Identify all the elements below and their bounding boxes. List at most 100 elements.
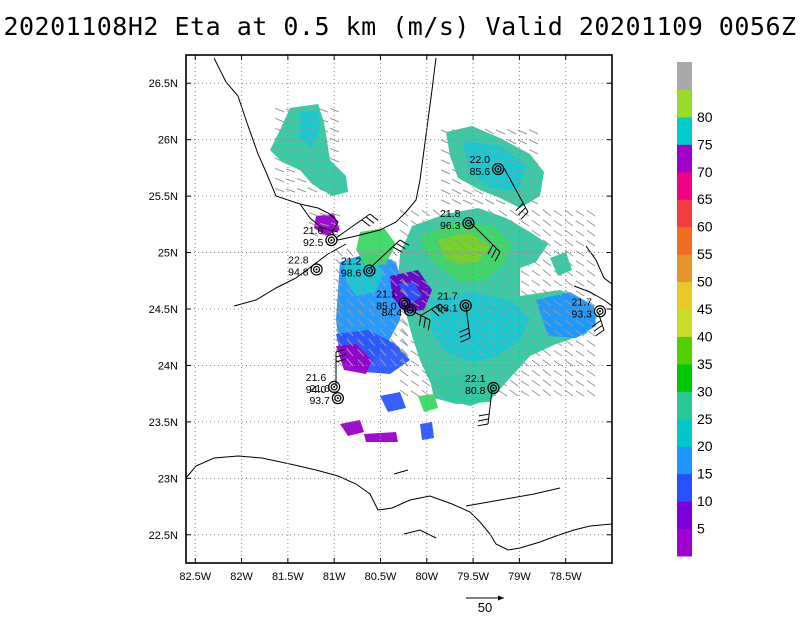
wind-arrow-370 — [509, 339, 519, 347]
wind-arrow-191 — [520, 240, 530, 247]
wind-arrow-226 — [509, 259, 519, 267]
wind-arrow-451 — [410, 390, 420, 397]
wind-arrow-271 — [410, 290, 420, 297]
wind-arrow-196 — [575, 240, 585, 247]
wind-arrow-289 — [410, 300, 420, 307]
wind-arrow-225 — [498, 260, 508, 267]
wind-arrow-40 — [318, 168, 329, 173]
colorbar-label-8: 45 — [697, 301, 713, 317]
wind-arrow-505 — [357, 299, 365, 307]
station-4: 21.298.6 — [341, 256, 376, 280]
wind-arrow-83 — [462, 159, 473, 165]
station-bottom-value: 85.0 — [376, 300, 397, 312]
wind-arrow-176 — [553, 230, 563, 237]
wind-arrow-231 — [564, 259, 574, 267]
station-ring-outer — [325, 234, 338, 247]
wind-arrow-82 — [451, 158, 462, 165]
station-11: 22.180.8 — [465, 373, 500, 397]
wind-barb-flag-7-1 — [335, 353, 347, 358]
wind-arrow-201 — [432, 249, 442, 257]
wind-arrow-431 — [586, 369, 596, 377]
wind-arrow-174 — [531, 229, 541, 237]
wind-arrow-517 — [335, 318, 343, 327]
wind-arrow-111 — [473, 189, 484, 195]
colorbar-swatch-1 — [677, 501, 692, 530]
wind-arrow-41 — [329, 167, 340, 173]
wind-barb-flag-4-0 — [427, 319, 431, 331]
wind-arrow-238 — [443, 270, 453, 277]
wind-arrow-246 — [531, 269, 541, 277]
wind-arrow-415 — [410, 370, 420, 377]
colorbar-label-7: 40 — [697, 328, 713, 344]
station-ring-inner — [334, 394, 342, 402]
wind-arrow-5 — [329, 107, 340, 113]
wind-arrow-522 — [390, 318, 398, 327]
wind-arrow-459 — [498, 390, 508, 397]
wind-arrow-235 — [410, 270, 420, 277]
wind-arrow-557 — [330, 222, 341, 227]
wind-arrow-39 — [307, 167, 318, 173]
colorbar-label-4: 25 — [697, 411, 713, 427]
station-1: 21.896.3 — [440, 208, 475, 232]
lon-label-2: 81.5W — [272, 571, 304, 583]
station-ring-inner — [365, 267, 373, 275]
wind-barb-flag-1-2 — [487, 244, 494, 255]
wind-arrow-394 — [575, 350, 585, 357]
station-dot — [598, 310, 601, 313]
wind-arrow-212 — [553, 250, 563, 257]
station-top-value: 21.7 — [437, 291, 458, 303]
wind-arrow-264 — [531, 279, 541, 287]
wind-arrow-261 — [498, 280, 508, 287]
wind-arrow-335 — [520, 320, 530, 327]
wind-arrow-195 — [564, 239, 574, 247]
wind-arrow-71 — [528, 139, 539, 145]
wind-arrow-145 — [410, 220, 420, 227]
wind-arrow-500 — [379, 288, 387, 297]
wind-arrow-296 — [487, 299, 497, 307]
wind-arrow-422 — [487, 369, 497, 377]
wind-barb-flag-0-2 — [515, 202, 524, 211]
wind-arrow-25 — [285, 148, 296, 153]
wind-arrow-0 — [274, 107, 285, 113]
wind-arrow-321 — [564, 309, 574, 317]
station-10: 21.693.7 — [309, 383, 344, 407]
colorbar-swatch-10 — [677, 254, 692, 283]
wind-arrow-69 — [506, 138, 517, 145]
wind-arrow-219 — [432, 259, 442, 267]
wind-arrow-269 — [586, 279, 596, 287]
wind-arrow-487 — [390, 268, 398, 277]
colorbar-swatch-7 — [677, 336, 692, 365]
wind-barb-flag-5-0 — [460, 337, 471, 343]
wind-arrow-200 — [421, 249, 431, 257]
station-ring-inner — [312, 265, 321, 274]
wind-barb-flag-3-0 — [399, 239, 410, 246]
station-bottom-value: 93.1 — [437, 303, 458, 315]
wind-patch-18 — [418, 394, 438, 412]
wind-arrow-130 — [443, 210, 453, 217]
wind-arrow-90 — [440, 169, 451, 175]
wind-arrow-395 — [586, 349, 596, 357]
wind-arrow-136 — [509, 209, 519, 217]
wind-arrow-170 — [487, 229, 497, 237]
station-ring-inner — [464, 219, 473, 227]
wind-arrow-389 — [520, 350, 530, 357]
wind-arrow-433 — [410, 380, 420, 387]
wind-arrow-555 — [308, 222, 319, 227]
wind-arrow-255 — [432, 279, 442, 287]
wind-arrow-281 — [520, 290, 530, 297]
station-top-value: 21.2 — [341, 256, 362, 268]
wind-arrow-21 — [307, 137, 318, 143]
wind-arrow-267 — [564, 279, 574, 287]
wind-arrow-452 — [421, 389, 431, 397]
wind-arrow-278 — [487, 289, 497, 297]
wind-arrow-257 — [454, 279, 464, 287]
coastline-segment-4 — [393, 469, 409, 475]
wind-arrow-421 — [476, 369, 486, 377]
coastline-segment-0 — [213, 57, 339, 241]
wind-arrow-85 — [484, 158, 495, 165]
wind-arrow-32 — [296, 158, 307, 163]
station-ring-inner — [462, 302, 470, 310]
wind-barb-flag-1-0 — [494, 251, 501, 262]
wind-arrow-284 — [553, 290, 563, 297]
wind-arrow-253 — [410, 280, 420, 287]
